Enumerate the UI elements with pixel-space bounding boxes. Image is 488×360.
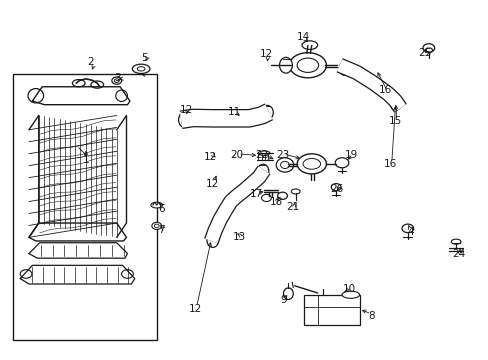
Ellipse shape [330, 184, 340, 191]
Text: 16: 16 [384, 159, 397, 169]
Ellipse shape [401, 224, 413, 233]
Text: 6: 6 [158, 204, 164, 214]
Text: 20: 20 [230, 150, 243, 160]
Text: 17: 17 [249, 189, 263, 199]
Text: 26: 26 [330, 184, 343, 194]
Text: 18: 18 [269, 197, 282, 207]
Text: 3: 3 [114, 73, 121, 83]
Text: 24: 24 [451, 248, 465, 258]
Ellipse shape [297, 58, 318, 72]
Ellipse shape [91, 81, 103, 88]
Text: 16: 16 [379, 85, 392, 95]
Ellipse shape [116, 90, 127, 102]
Text: 12: 12 [206, 179, 219, 189]
Text: 12: 12 [179, 105, 192, 115]
Ellipse shape [303, 158, 320, 169]
Ellipse shape [122, 270, 133, 278]
Text: 2: 2 [87, 57, 94, 67]
Ellipse shape [178, 112, 191, 128]
Ellipse shape [257, 164, 268, 179]
Ellipse shape [339, 62, 349, 75]
Ellipse shape [297, 154, 326, 174]
Ellipse shape [261, 105, 273, 120]
Ellipse shape [334, 158, 348, 168]
Ellipse shape [450, 239, 460, 244]
Ellipse shape [137, 67, 145, 71]
Ellipse shape [261, 194, 271, 202]
Ellipse shape [112, 77, 122, 84]
Text: 10: 10 [342, 284, 355, 294]
Ellipse shape [302, 41, 317, 49]
Text: 12: 12 [203, 152, 217, 162]
Ellipse shape [151, 202, 162, 208]
Text: 7: 7 [158, 225, 164, 235]
Ellipse shape [291, 189, 300, 194]
Text: 14: 14 [296, 32, 309, 41]
Ellipse shape [422, 44, 434, 52]
Ellipse shape [28, 89, 43, 103]
Circle shape [154, 224, 159, 228]
Text: 25: 25 [417, 48, 430, 58]
Ellipse shape [206, 233, 218, 247]
Text: 12: 12 [259, 49, 272, 59]
Text: 11: 11 [228, 107, 241, 117]
Circle shape [277, 192, 287, 199]
Ellipse shape [132, 64, 150, 73]
Ellipse shape [280, 161, 289, 168]
Bar [304, 295, 359, 325]
Ellipse shape [283, 288, 293, 300]
Ellipse shape [279, 57, 292, 73]
Ellipse shape [258, 151, 269, 155]
Ellipse shape [341, 291, 359, 298]
Ellipse shape [289, 53, 326, 78]
Ellipse shape [389, 98, 400, 111]
Circle shape [114, 79, 119, 82]
Text: 1: 1 [82, 155, 89, 165]
Text: 8: 8 [367, 311, 374, 321]
Ellipse shape [20, 270, 32, 278]
Text: 13: 13 [232, 232, 246, 242]
Text: 9: 9 [280, 295, 286, 305]
Text: 5: 5 [141, 53, 147, 63]
Text: 22: 22 [254, 150, 267, 160]
Ellipse shape [72, 80, 85, 87]
Text: 4: 4 [406, 227, 413, 237]
Text: 15: 15 [388, 116, 402, 126]
Bar [13, 74, 157, 339]
Text: 19: 19 [345, 150, 358, 160]
Text: 12: 12 [189, 304, 202, 314]
Text: 21: 21 [286, 202, 299, 212]
Circle shape [152, 222, 161, 229]
Ellipse shape [276, 158, 293, 172]
Text: 23: 23 [275, 150, 288, 160]
